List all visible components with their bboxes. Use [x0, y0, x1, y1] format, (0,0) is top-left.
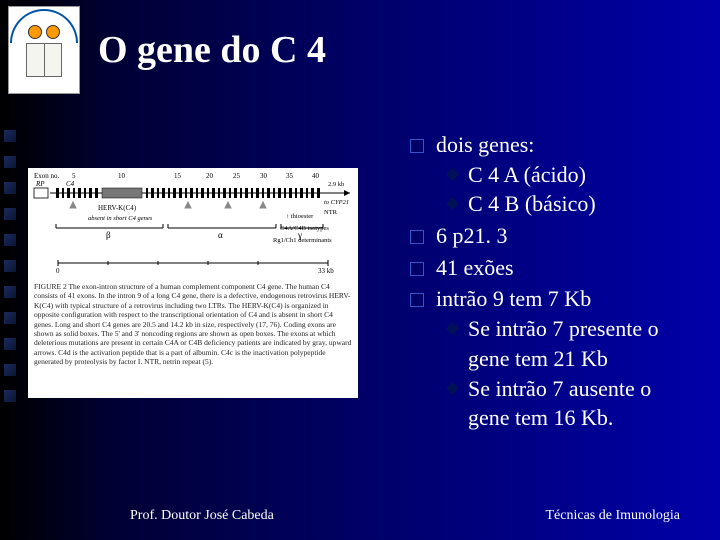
tick-15: 15	[174, 172, 182, 180]
beta-label: β	[106, 230, 111, 240]
bullet-item: dois genes: C 4 A (ácido) C 4 B (básico)	[410, 130, 690, 219]
tick-10: 10	[118, 172, 126, 180]
bullet-item: intrão 9 tem 7 Kb Se intrão 7 presente o…	[410, 284, 690, 432]
exon-label: Exon no.	[34, 172, 60, 180]
decor-square	[4, 234, 16, 246]
tick-25: 25	[233, 172, 241, 180]
decor-square	[4, 338, 16, 350]
logo-eyes	[28, 25, 60, 39]
slide-title: O gene do C 4	[98, 28, 326, 72]
bullet-text: 41 exões	[436, 255, 514, 280]
decor-square	[4, 156, 16, 168]
sub-bullet-item: C 4 B (básico)	[444, 189, 690, 219]
determinants-label: Rg1/Ch1 determinants	[273, 237, 332, 244]
sub-bullet-item: Se intrão 7 ausente o gene tem 16 Kb.	[444, 374, 690, 433]
sub-bullet-text: C 4 B (básico)	[468, 191, 596, 216]
gene-diagram-svg: Exon no. 5 10 15 20 25 30 35 40 RP C4	[28, 168, 358, 278]
ntr-label: NTR	[324, 209, 338, 216]
isotype-label: C4A/C4B isotypes	[280, 225, 329, 232]
logo-eye-left	[28, 25, 42, 39]
c4-label: C4	[66, 180, 75, 188]
decor-square	[4, 286, 16, 298]
sub-bullet-item: Se intrão 7 presente o gene tem 21 Kb	[444, 314, 690, 373]
bullet-list: dois genes: C 4 A (ácido) C 4 B (básico)…	[410, 130, 690, 435]
tick-35: 35	[286, 172, 294, 180]
rp-label: RP	[35, 180, 45, 188]
logo-eye-right	[46, 25, 60, 39]
decor-square	[4, 364, 16, 376]
scale-start: 0	[56, 267, 60, 275]
bullet-text: 6 p21. 3	[436, 223, 508, 248]
decor-square	[4, 182, 16, 194]
herv-label: HERV-K(C4)	[98, 204, 137, 212]
right-to: to CYP21	[324, 199, 349, 206]
side-squares	[4, 130, 16, 402]
footer-author: Prof. Doutor José Cabeda	[130, 508, 274, 524]
logo-book-icon	[26, 43, 62, 77]
gene-figure: Exon no. 5 10 15 20 25 30 35 40 RP C4	[28, 168, 358, 398]
university-logo	[8, 6, 80, 94]
right-kb: 2.9 kb	[328, 181, 344, 188]
decor-square	[4, 260, 16, 272]
tick-20: 20	[206, 172, 214, 180]
bullet-text: dois genes:	[436, 132, 534, 157]
decor-square	[4, 390, 16, 402]
bullet-item: 6 p21. 3	[410, 221, 690, 251]
alpha-label: α	[218, 230, 223, 240]
figure-caption: FIGURE 2 The exon-intron structure of a …	[28, 278, 358, 368]
bullet-item: 41 exões	[410, 253, 690, 283]
footer-course: Técnicas de Imunologia	[545, 508, 680, 524]
tick-5: 5	[72, 172, 76, 180]
sub-bullet-text: Se intrão 7 presente o gene tem 21 Kb	[468, 316, 659, 371]
tick-40: 40	[312, 172, 320, 180]
sub-bullet-item: C 4 A (ácido)	[444, 160, 690, 190]
tick-30: 30	[260, 172, 268, 180]
scale-end: 33 kb	[318, 267, 334, 275]
absent-label: absent in short C4 genes	[88, 215, 153, 222]
sub-bullet-text: C 4 A (ácido)	[468, 162, 586, 187]
sub-bullet-text: Se intrão 7 ausente o gene tem 16 Kb.	[468, 376, 651, 431]
decor-square	[4, 130, 16, 142]
thioester-label: ↑ thioester	[286, 213, 314, 220]
decor-square	[4, 312, 16, 324]
decor-square	[4, 208, 16, 220]
bullet-text: intrão 9 tem 7 Kb	[436, 286, 591, 311]
